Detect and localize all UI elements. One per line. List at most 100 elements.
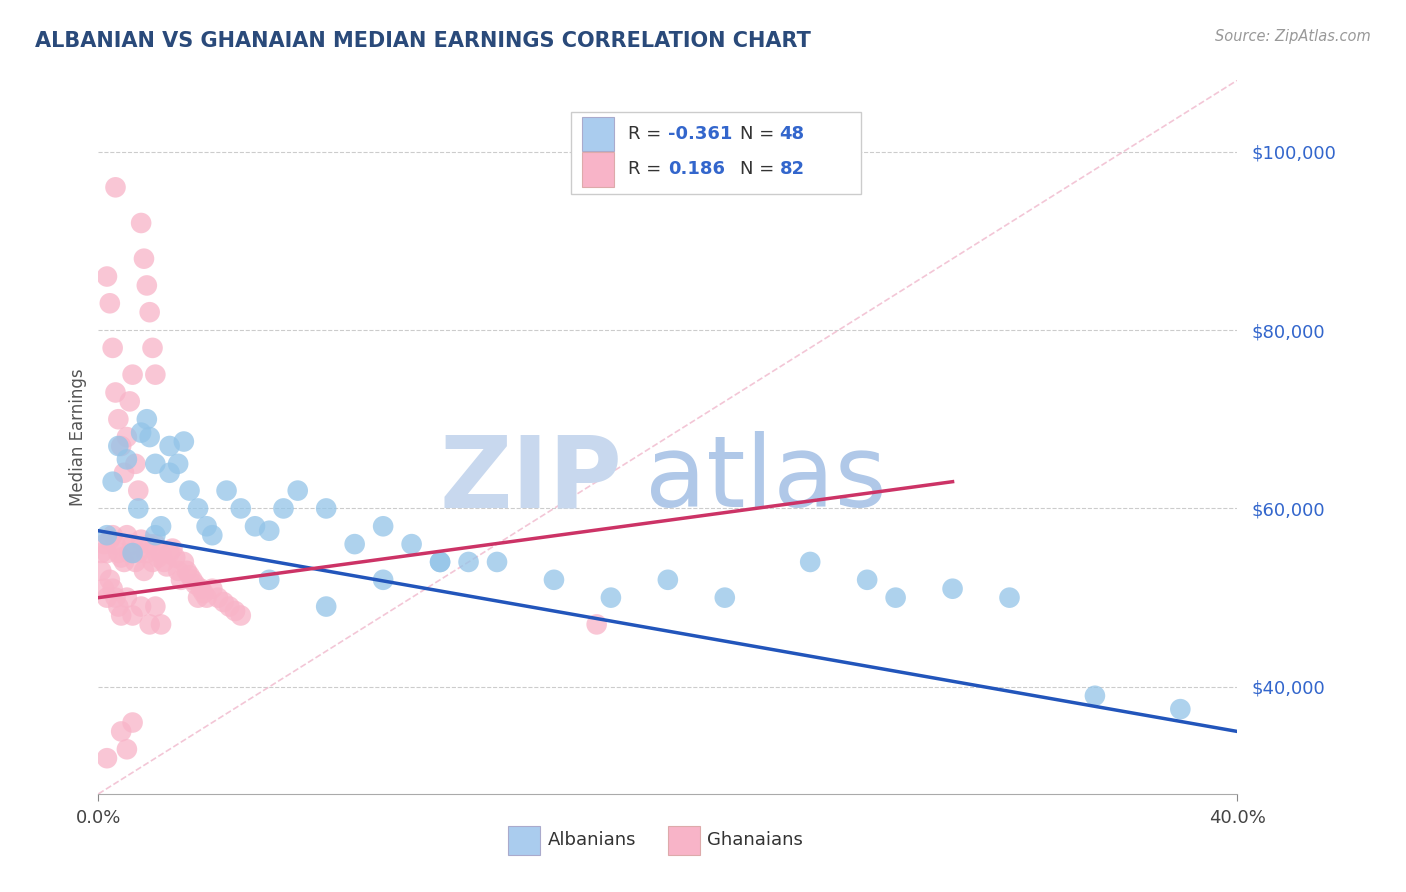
Text: atlas: atlas xyxy=(645,432,887,528)
Point xyxy=(104,591,127,605)
Point xyxy=(153,555,176,569)
Point xyxy=(181,573,204,587)
Point xyxy=(229,501,252,516)
Point xyxy=(201,582,224,596)
Point xyxy=(190,582,212,596)
Point xyxy=(884,591,907,605)
Point xyxy=(167,564,190,578)
Point xyxy=(401,537,423,551)
Point xyxy=(193,586,215,600)
Point xyxy=(129,425,152,440)
Point xyxy=(173,434,195,449)
Point xyxy=(112,466,135,480)
Point xyxy=(115,742,138,756)
Point xyxy=(942,582,965,596)
Point xyxy=(101,528,124,542)
Point xyxy=(110,439,132,453)
Point xyxy=(212,595,235,609)
Point xyxy=(184,577,207,591)
Point xyxy=(124,457,146,471)
Point xyxy=(127,501,149,516)
Point xyxy=(195,519,218,533)
Point xyxy=(110,724,132,739)
Text: R =: R = xyxy=(628,125,666,143)
Point xyxy=(585,617,607,632)
Point xyxy=(121,715,143,730)
Point xyxy=(259,524,281,538)
Point xyxy=(135,546,157,560)
Point xyxy=(135,412,157,426)
Point xyxy=(98,296,121,310)
Point xyxy=(115,528,138,542)
Point xyxy=(107,599,129,614)
Point xyxy=(93,537,115,551)
Point xyxy=(1084,689,1107,703)
Point xyxy=(112,555,135,569)
Point xyxy=(315,599,337,614)
Point xyxy=(145,368,167,382)
Point xyxy=(127,546,149,560)
Text: 0.186: 0.186 xyxy=(668,161,725,178)
Text: 48: 48 xyxy=(779,125,804,143)
Point xyxy=(176,564,198,578)
Point xyxy=(167,457,190,471)
Point xyxy=(273,501,295,516)
Text: Ghanaians: Ghanaians xyxy=(707,831,803,849)
Point xyxy=(315,501,337,516)
Point xyxy=(159,439,181,453)
Point xyxy=(129,599,152,614)
Point xyxy=(138,537,160,551)
Point xyxy=(141,341,163,355)
Point xyxy=(110,550,132,565)
Point xyxy=(118,394,141,409)
Point xyxy=(159,546,181,560)
Point xyxy=(121,537,143,551)
Point xyxy=(159,466,181,480)
Point xyxy=(457,555,479,569)
Point xyxy=(543,573,565,587)
Point xyxy=(150,617,173,632)
Point xyxy=(201,528,224,542)
Text: -0.361: -0.361 xyxy=(668,125,733,143)
Text: Albanians: Albanians xyxy=(548,831,637,849)
Point xyxy=(165,550,187,565)
Point xyxy=(98,533,121,547)
Point xyxy=(96,546,118,560)
Point xyxy=(373,573,395,587)
Point xyxy=(132,252,155,266)
Point xyxy=(96,751,118,765)
Point xyxy=(657,573,679,587)
Point xyxy=(156,559,179,574)
Point xyxy=(343,537,366,551)
Point xyxy=(138,617,160,632)
FancyBboxPatch shape xyxy=(571,112,862,194)
Y-axis label: Median Earnings: Median Earnings xyxy=(69,368,87,506)
Point xyxy=(98,573,121,587)
Point xyxy=(179,568,201,582)
Point xyxy=(150,519,173,533)
Point xyxy=(856,573,879,587)
Point xyxy=(373,519,395,533)
Point xyxy=(104,385,127,400)
Point xyxy=(138,305,160,319)
Point xyxy=(287,483,309,498)
Point xyxy=(259,573,281,587)
FancyBboxPatch shape xyxy=(582,117,614,151)
Point xyxy=(170,573,193,587)
Point xyxy=(145,528,167,542)
Text: N =: N = xyxy=(740,161,779,178)
Point xyxy=(110,608,132,623)
Point xyxy=(179,483,201,498)
Point xyxy=(187,591,209,605)
Point xyxy=(121,608,143,623)
Point xyxy=(243,519,266,533)
Point xyxy=(118,546,141,560)
Point xyxy=(93,582,115,596)
Point xyxy=(145,457,167,471)
Point xyxy=(129,216,152,230)
Point xyxy=(138,430,160,444)
Point xyxy=(207,591,229,605)
Point xyxy=(224,604,246,618)
Text: ALBANIAN VS GHANAIAN MEDIAN EARNINGS CORRELATION CHART: ALBANIAN VS GHANAIAN MEDIAN EARNINGS COR… xyxy=(35,31,811,51)
Point xyxy=(145,599,167,614)
